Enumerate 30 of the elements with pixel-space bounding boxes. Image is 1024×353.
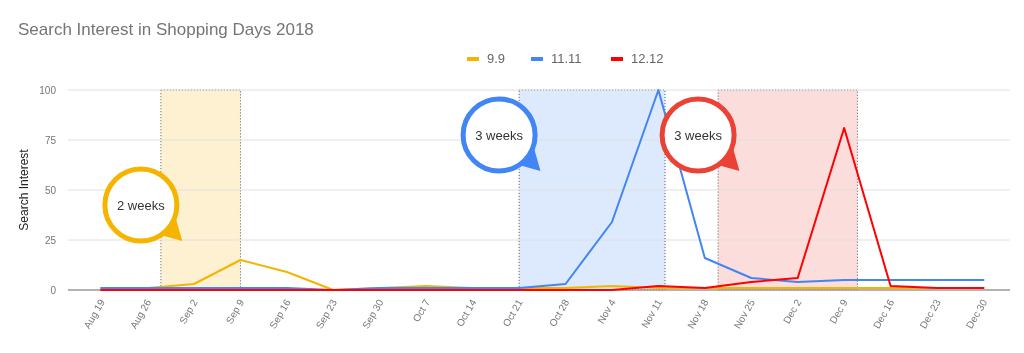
x-tick-label: Dec 9: [827, 297, 851, 326]
y-axis-title: Search Interest: [17, 148, 31, 231]
x-tick-label: Dec 23: [917, 297, 943, 331]
y-tick-label: 0: [50, 285, 57, 296]
line-series: [100, 89, 985, 291]
x-tick-label: Nov 11: [639, 297, 665, 330]
legend-label: 12.12: [631, 51, 664, 66]
x-tick-label: Sep 16: [267, 297, 293, 331]
x-tick-label: Oct 28: [547, 297, 572, 329]
legend-label: 9.9: [487, 51, 506, 66]
y-tick-label: 25: [44, 235, 57, 246]
x-tick-label: Oct 21: [500, 297, 526, 329]
x-tick-label: Dec 2: [780, 297, 804, 326]
chart-title: Search Interest in Shopping Days 2018: [18, 20, 314, 39]
y-tick-label: 100: [39, 85, 57, 96]
x-tick-label: Sep 2: [177, 297, 200, 326]
band-label: 2 weeks: [117, 198, 166, 213]
band-label: 3 weeks: [674, 128, 723, 143]
x-tick-label: Dec 30: [963, 297, 990, 331]
legend-label: 11.11: [551, 51, 582, 66]
x-tick-label: Sep 9: [223, 297, 247, 326]
line-series: [100, 127, 985, 291]
x-tick-label: Oct 14: [454, 297, 479, 329]
band-label: 3 weeks: [475, 128, 524, 143]
x-tick-label: Oct 7: [410, 297, 433, 324]
y-tick-label: 75: [44, 135, 57, 146]
y-tick-label: 50: [44, 185, 57, 196]
x-tick-label: Sep 23: [313, 297, 340, 331]
x-tick-label: Sep 30: [360, 297, 386, 331]
x-tick-label: Dec 16: [870, 297, 897, 331]
